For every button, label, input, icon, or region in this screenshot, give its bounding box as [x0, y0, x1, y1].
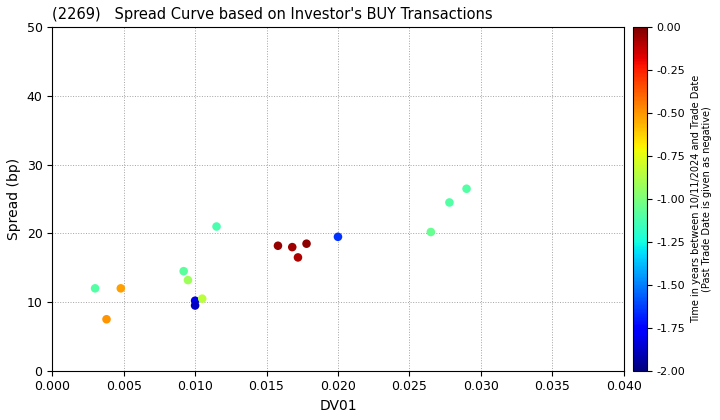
Point	[189, 297, 201, 304]
X-axis label: DV01: DV01	[319, 399, 357, 413]
Y-axis label: Time in years between 10/11/2024 and Trade Date
(Past Trade Date is given as neg: Time in years between 10/11/2024 and Tra…	[690, 75, 712, 323]
Point	[425, 228, 436, 235]
Point	[197, 295, 208, 302]
Point	[461, 185, 472, 192]
Point	[301, 240, 312, 247]
Point	[292, 254, 304, 261]
Point	[178, 268, 189, 275]
Y-axis label: Spread (bp): Spread (bp)	[7, 158, 21, 240]
Point	[101, 316, 112, 323]
Point	[287, 244, 298, 250]
Point	[182, 277, 194, 284]
Text: (2269)   Spread Curve based on Investor's BUY Transactions: (2269) Spread Curve based on Investor's …	[53, 7, 493, 22]
Point	[89, 285, 101, 292]
Point	[189, 302, 201, 309]
Point	[332, 234, 343, 240]
Point	[272, 242, 284, 249]
Point	[444, 199, 455, 206]
Point	[211, 223, 222, 230]
Point	[115, 285, 127, 292]
